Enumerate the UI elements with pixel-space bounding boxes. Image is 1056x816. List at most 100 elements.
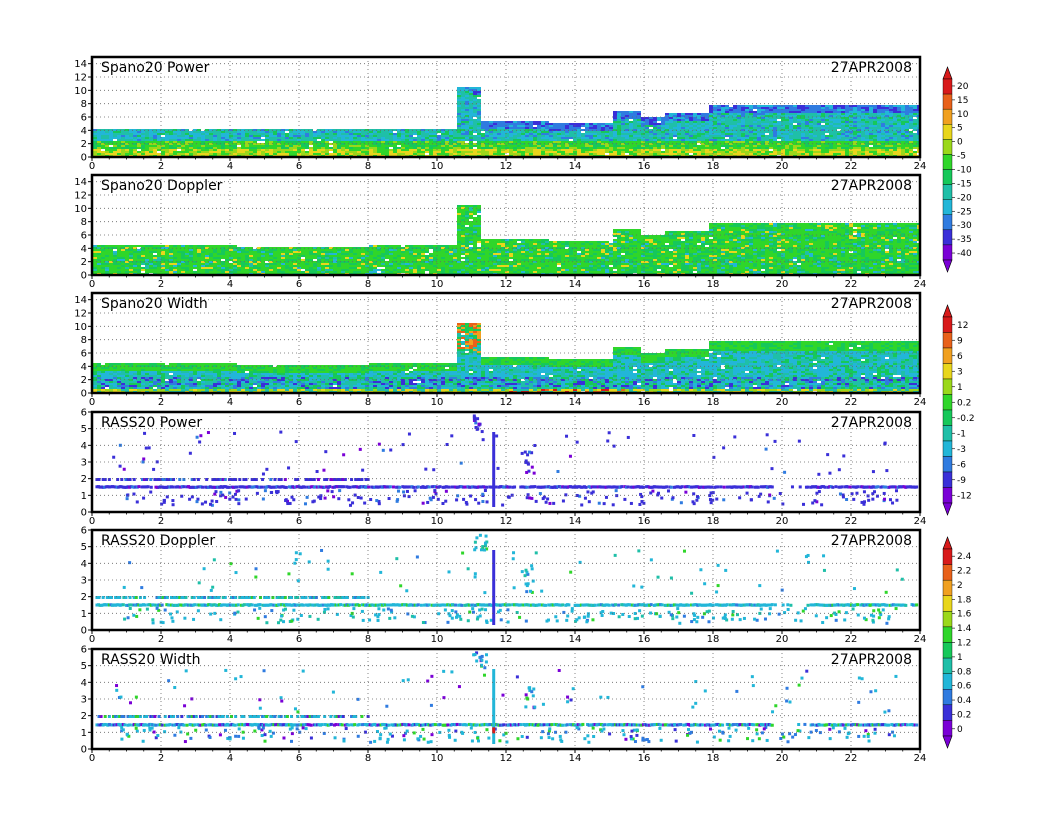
heatmap-cell <box>781 137 785 139</box>
heatmap-cell <box>809 153 813 155</box>
heatmap-cell <box>685 115 689 117</box>
heatmap-cell <box>381 139 385 141</box>
heatmap-cell <box>905 123 909 125</box>
heatmap-cell <box>657 137 661 139</box>
heatmap-cell <box>733 153 737 155</box>
heatmap-cell <box>389 147 393 149</box>
heatmap-cell <box>897 123 901 125</box>
heatmap-cell <box>793 105 797 107</box>
heatmap-cell <box>297 261 301 263</box>
heatmap-cell <box>273 141 277 143</box>
heatmap-cell <box>253 263 257 265</box>
heatmap-cell <box>777 123 781 125</box>
heatmap-cell <box>641 139 645 141</box>
heatmap-cell <box>457 93 461 95</box>
heatmap-cell <box>621 147 625 149</box>
heatmap-cell <box>241 269 245 271</box>
heatmap-cell <box>261 247 265 249</box>
heatmap-cell <box>273 263 277 265</box>
heatmap-cell <box>577 137 581 139</box>
heatmap-cell <box>729 105 733 107</box>
heatmap-cell <box>285 153 289 155</box>
heatmap-cell <box>889 111 893 113</box>
heatmap-cell <box>841 111 845 113</box>
heatmap-cell <box>873 129 877 131</box>
heatmap-cell <box>373 135 377 137</box>
heatmap-cell <box>813 107 817 109</box>
heatmap-cell <box>809 121 813 123</box>
heatmap-cell <box>325 143 329 145</box>
heatmap-cell <box>145 257 149 259</box>
heatmap-cell <box>437 133 441 135</box>
heatmap-cell <box>913 127 917 129</box>
heatmap-cell <box>505 149 509 151</box>
heatmap-cell <box>385 149 389 151</box>
heatmap-cell <box>773 107 777 109</box>
heatmap-cell <box>237 253 241 255</box>
heatmap-cell <box>449 135 453 137</box>
heatmap-cell <box>473 141 477 143</box>
heatmap-cell <box>749 115 753 117</box>
heatmap-cell <box>477 109 481 111</box>
heatmap-cell <box>553 143 557 145</box>
heatmap-cell <box>889 129 893 131</box>
heatmap-cell <box>565 129 569 131</box>
heatmap-cell <box>521 149 525 151</box>
heatmap-cell <box>145 251 149 253</box>
heatmap-cell <box>789 119 793 121</box>
heatmap-cell <box>577 133 581 135</box>
heatmap-cell <box>865 115 869 117</box>
heatmap-cell <box>681 131 685 133</box>
heatmap-cell <box>541 147 545 149</box>
heatmap-cell <box>677 125 681 127</box>
heatmap-cell <box>893 113 897 115</box>
heatmap-cell <box>489 153 493 155</box>
heatmap-cell <box>277 145 281 147</box>
heatmap-cell <box>765 145 769 147</box>
heatmap-cell <box>749 121 753 123</box>
heatmap-cell <box>821 139 825 141</box>
heatmap-cell <box>233 149 237 151</box>
heatmap-cell <box>813 123 817 125</box>
heatmap-cell <box>261 259 265 261</box>
heatmap-cell <box>133 257 137 259</box>
heatmap-cell <box>353 153 357 155</box>
heatmap-cell <box>173 149 177 151</box>
heatmap-cell <box>829 147 833 149</box>
heatmap-cell <box>281 135 285 137</box>
heatmap-cell <box>801 121 805 123</box>
heatmap-cell <box>697 139 701 141</box>
heatmap-cell <box>701 145 705 147</box>
heatmap-cell <box>381 145 385 147</box>
heatmap-cell <box>157 131 161 133</box>
heatmap-cell <box>197 137 201 139</box>
heatmap-cell <box>625 153 629 155</box>
heatmap-cell <box>689 117 693 119</box>
heatmap-cell <box>673 123 677 125</box>
heatmap-cell <box>185 247 189 249</box>
heatmap-cell <box>269 249 273 251</box>
heatmap-cell <box>257 147 261 149</box>
heatmap-cell <box>825 149 829 151</box>
heatmap-cell <box>117 147 121 149</box>
heatmap-cell <box>665 119 669 121</box>
heatmap-cell <box>97 257 101 259</box>
heatmap-cell <box>557 153 561 155</box>
heatmap-cell <box>373 153 377 155</box>
heatmap-cell <box>913 143 917 145</box>
heatmap-cell <box>129 271 133 273</box>
heatmap-cell <box>197 143 201 145</box>
heatmap-cell <box>233 263 237 265</box>
heatmap-cell <box>93 255 97 257</box>
heatmap-cell <box>205 265 209 267</box>
heatmap-cell <box>389 133 393 135</box>
heatmap-cell <box>905 119 909 121</box>
heatmap-cell <box>613 125 617 127</box>
heatmap-cell <box>329 269 333 271</box>
heatmap-cell <box>741 145 745 147</box>
heatmap-cell <box>345 145 349 147</box>
heatmap-cell <box>145 271 149 273</box>
heatmap-cell <box>205 131 209 133</box>
heatmap-cell <box>233 255 237 257</box>
heatmap-cell <box>193 129 197 131</box>
